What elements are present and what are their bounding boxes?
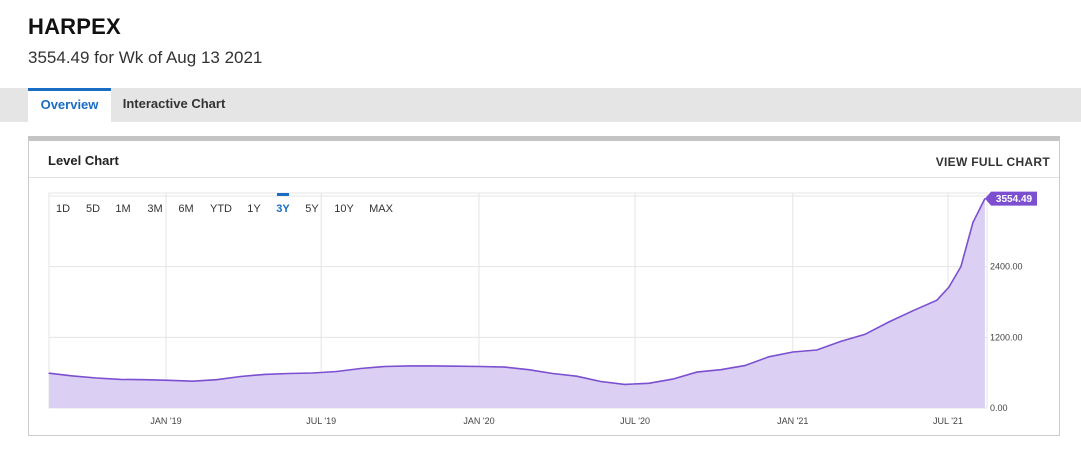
range-button-ytd[interactable]: YTD	[210, 203, 232, 215]
data-point	[504, 366, 506, 368]
data-point	[288, 372, 290, 375]
data-point	[95, 377, 98, 379]
tab-overview[interactable]: Overview	[28, 88, 111, 122]
data-point	[984, 198, 986, 200]
range-active-indicator	[277, 193, 289, 196]
series-area	[49, 198, 985, 408]
data-point	[816, 349, 818, 351]
x-tick-label: JUL '21	[933, 416, 963, 426]
view-full-chart-link[interactable]: VIEW FULL CHART	[935, 155, 1050, 169]
panel-title: Level Chart	[48, 153, 119, 168]
data-point	[528, 369, 530, 371]
data-point	[312, 372, 314, 374]
data-point	[215, 379, 218, 381]
data-point	[48, 372, 50, 374]
range-button-3y[interactable]: 3Y	[276, 203, 290, 215]
page-title: HARPEX	[28, 14, 121, 39]
data-point	[480, 365, 482, 368]
latest-value-subtitle: 3554.49 for Wk of Aug 13 2021	[28, 48, 263, 67]
range-button-5y[interactable]: 5Y	[305, 203, 319, 215]
data-point	[143, 379, 146, 381]
last-value-label: 3554.49	[996, 194, 1033, 205]
data-point	[384, 365, 386, 368]
range-button-1y[interactable]: 1Y	[247, 203, 261, 215]
data-point	[960, 266, 962, 268]
data-point	[936, 299, 938, 301]
data-point	[648, 382, 650, 384]
data-point	[720, 369, 722, 371]
data-point	[624, 383, 626, 386]
tab-bar: Overview Interactive Chart	[0, 88, 1081, 122]
last-value-badge	[985, 191, 1037, 206]
data-point	[71, 375, 74, 377]
range-button-3m[interactable]: 3M	[147, 203, 162, 215]
data-point	[744, 364, 746, 367]
data-point	[167, 379, 170, 381]
x-tick-label: JAN '20	[463, 416, 494, 426]
data-point	[336, 370, 338, 373]
data-point	[119, 378, 122, 381]
data-point	[432, 365, 434, 367]
data-point	[408, 365, 410, 367]
x-tick-label: JUL '19	[306, 416, 336, 426]
series-line	[48, 198, 986, 386]
data-point	[864, 333, 866, 335]
data-point	[948, 286, 950, 288]
data-point	[972, 221, 974, 224]
data-point	[768, 356, 770, 358]
data-point	[552, 372, 554, 375]
range-button-1d[interactable]: 1D	[56, 203, 70, 215]
data-point	[264, 373, 266, 376]
tab-interactive-chart[interactable]: Interactive Chart	[122, 96, 226, 111]
x-tick-label: JAN '21	[777, 416, 808, 426]
data-point	[576, 375, 578, 377]
range-button-5d[interactable]: 5D	[86, 203, 100, 215]
range-button-10y[interactable]: 10Y	[334, 203, 354, 215]
panel-divider	[29, 177, 1059, 178]
data-point	[600, 380, 602, 383]
x-tick-label: JUL '20	[620, 416, 650, 426]
x-tick-label: JAN '19	[150, 416, 181, 426]
data-point	[840, 340, 842, 343]
data-point	[888, 321, 890, 323]
y-tick-label: 0.00	[990, 403, 1008, 413]
y-tick-label: 1200.00	[990, 332, 1023, 342]
data-point	[912, 310, 914, 312]
data-point	[792, 351, 794, 353]
range-button-6m[interactable]: 6M	[178, 203, 193, 215]
y-tick-label: 2400.00	[990, 262, 1023, 272]
data-point	[696, 371, 698, 373]
range-button-max[interactable]: MAX	[369, 203, 394, 215]
data-point	[191, 380, 194, 382]
data-point	[672, 378, 674, 380]
level-chart-panel: Level Chart VIEW FULL CHART 0.00 1200.00 2…	[28, 136, 1060, 436]
range-button-1m[interactable]: 1M	[115, 203, 130, 215]
data-point	[456, 365, 458, 367]
data-point	[360, 367, 362, 370]
data-point	[239, 375, 242, 378]
